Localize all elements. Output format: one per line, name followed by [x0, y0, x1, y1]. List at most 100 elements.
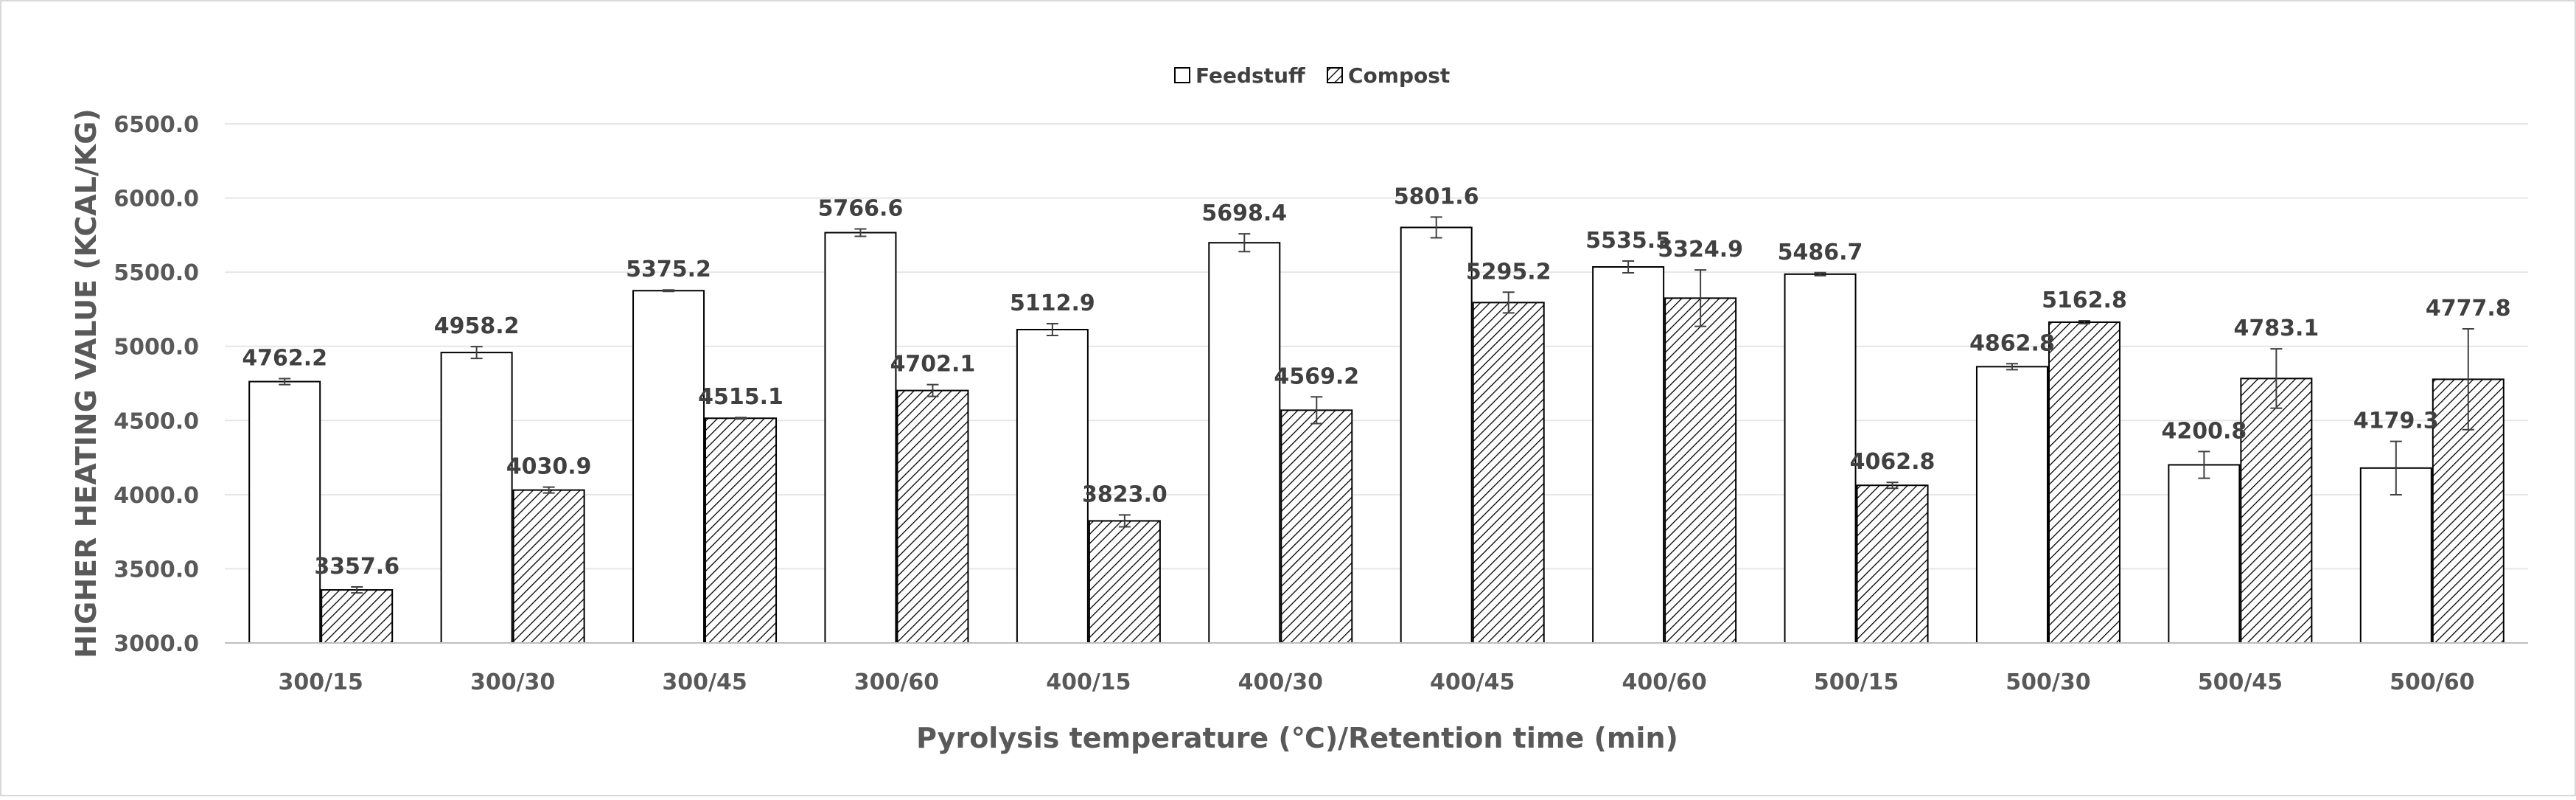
x-tick-label: 400/30 [1238, 669, 1323, 695]
bar-feedstuff-400-60 [1592, 266, 1665, 644]
bar-compost-300-60 [896, 389, 969, 644]
bar-compost-400-30 [1280, 409, 1353, 644]
data-labels: 4762.2 3357.6 4958.2 4030.9 5375.2 4515.1 5766… [242, 184, 2510, 580]
y-axis-ticks: 3000.0 3500.0 4000.0 4500.0 5000.0 5500.0 6000… [114, 112, 199, 657]
x-tick-label: 300/30 [470, 669, 555, 695]
error-bars [279, 216, 2474, 594]
y-tick-label: 4500.0 [114, 408, 199, 434]
error-bar-feedstuff-400-30 [1238, 233, 1251, 253]
x-tick-label: 500/15 [1814, 669, 1899, 695]
error-bar-feedstuff-400-60 [1622, 260, 1635, 274]
x-tick-label: 400/60 [1622, 669, 1706, 695]
data-label-compost-500-15: 4062.8 [1850, 449, 1936, 475]
data-label-feedstuff-300-60: 5766.6 [818, 195, 904, 221]
y-tick-label: 5000.0 [114, 335, 199, 361]
data-label-feedstuff-400-15: 5112.9 [1010, 291, 1095, 316]
bar-feedstuff-500-45 [2168, 464, 2241, 644]
bar-compost-300-45 [705, 417, 778, 644]
error-bar-feedstuff-400-45 [1430, 216, 1442, 239]
error-bar-feedstuff-500-45 [2198, 451, 2210, 479]
x-tick-label: 400/15 [1046, 669, 1131, 695]
error-bar-compost-500-30 [2078, 319, 2090, 324]
x-axis-ticks: 300/15 300/30 300/45 300/60 400/15 400/30 400/… [279, 669, 2475, 695]
bar-feedstuff-500-30 [1975, 366, 2048, 644]
data-label-feedstuff-500-30: 4862.8 [1969, 330, 2055, 356]
bar-feedstuff-400-15 [1016, 329, 1089, 644]
error-bar-feedstuff-300-15 [279, 378, 291, 386]
x-tick-label: 500/30 [2006, 669, 2090, 695]
bar-compost-500-45 [2240, 378, 2313, 644]
data-label-compost-400-45: 5295.2 [1466, 259, 1551, 285]
bar-compost-400-45 [1472, 302, 1545, 644]
bar-feedstuff-300-60 [824, 232, 897, 644]
legend-swatch-feedstuff [1174, 67, 1190, 83]
data-label-compost-400-15: 3823.0 [1082, 481, 1167, 507]
data-label-compost-500-60: 4777.8 [2426, 296, 2511, 321]
data-label-compost-300-30: 4030.9 [506, 454, 592, 480]
y-tick-label: 4000.0 [114, 483, 199, 509]
error-bar-feedstuff-300-45 [663, 289, 675, 293]
error-bar-feedstuff-400-15 [1046, 322, 1058, 337]
bar-compost-400-15 [1088, 520, 1161, 644]
error-bar-compost-500-60 [2462, 328, 2474, 431]
bar-compost-300-30 [512, 489, 585, 644]
gridlines [225, 123, 2528, 570]
error-bar-feedstuff-300-60 [854, 228, 867, 237]
x-tick-label: 300/45 [662, 669, 747, 695]
bars [248, 226, 2505, 644]
x-tick-label: 400/45 [1430, 669, 1515, 695]
bar-feedstuff-300-15 [248, 380, 321, 644]
bar-feedstuff-400-30 [1208, 242, 1281, 644]
x-tick-label: 300/15 [279, 669, 363, 695]
data-label-compost-500-45: 4783.1 [2233, 316, 2319, 341]
data-label-feedstuff-500-15: 5486.7 [1778, 240, 1863, 265]
bar-feedstuff-500-60 [2359, 467, 2432, 644]
error-bar-compost-500-15 [1886, 481, 1899, 490]
bar-feedstuff-400-45 [1400, 226, 1473, 644]
bar-feedstuff-500-15 [1784, 273, 1857, 644]
data-label-feedstuff-500-45: 4200.8 [2161, 418, 2247, 444]
data-label-feedstuff-400-45: 5801.6 [1394, 184, 1479, 209]
y-tick-label: 6000.0 [114, 187, 199, 212]
bar-feedstuff-300-30 [440, 352, 513, 644]
legend-label-feedstuff: Feedstuff [1195, 63, 1305, 88]
bar-compost-400-60 [1664, 297, 1737, 644]
legend-swatch-compost [1327, 67, 1343, 83]
bar-compost-500-30 [2048, 321, 2121, 644]
x-axis-title: Pyrolysis temperature (℃)/Retention time… [916, 722, 1678, 754]
data-label-feedstuff-400-30: 5698.4 [1201, 201, 1287, 226]
data-label-feedstuff-300-30: 4958.2 [434, 313, 520, 339]
y-tick-label: 3000.0 [114, 631, 199, 657]
error-bar-compost-300-45 [735, 417, 747, 420]
data-label-feedstuff-500-60: 4179.3 [2353, 408, 2439, 434]
bar-feedstuff-300-45 [632, 290, 705, 644]
legend-label-compost: Compost [1348, 63, 1450, 88]
error-bar-compost-300-15 [351, 586, 363, 594]
bar-compost-300-15 [321, 589, 394, 644]
data-label-compost-400-30: 4569.2 [1274, 364, 1359, 389]
error-bar-feedstuff-500-15 [1814, 271, 1826, 276]
error-bar-compost-400-60 [1694, 269, 1707, 327]
data-label-compost-300-45: 4515.1 [698, 384, 783, 410]
bar-compost-500-15 [1856, 484, 1929, 644]
data-label-feedstuff-300-15: 4762.2 [242, 346, 327, 372]
y-tick-label: 5500.0 [114, 260, 199, 286]
data-label-feedstuff-400-60: 5535.5 [1585, 228, 1671, 254]
error-bar-compost-400-15 [1118, 514, 1131, 528]
error-bar-compost-400-30 [1310, 396, 1323, 425]
x-tick-label: 300/60 [854, 669, 939, 695]
data-label-compost-300-60: 4702.1 [890, 352, 976, 378]
error-bar-compost-300-30 [542, 486, 555, 494]
error-bar-compost-300-60 [926, 383, 939, 397]
x-tick-label: 500/60 [2390, 669, 2474, 695]
data-label-compost-300-15: 3357.6 [314, 554, 399, 580]
x-tick-label: 500/45 [2198, 669, 2283, 695]
error-bar-feedstuff-300-30 [470, 346, 483, 360]
y-tick-label: 3500.0 [114, 557, 199, 582]
error-bar-feedstuff-500-30 [2006, 363, 2018, 371]
legend: Feedstuff Compost [1174, 63, 1450, 88]
y-tick-label: 6500.0 [114, 112, 199, 138]
